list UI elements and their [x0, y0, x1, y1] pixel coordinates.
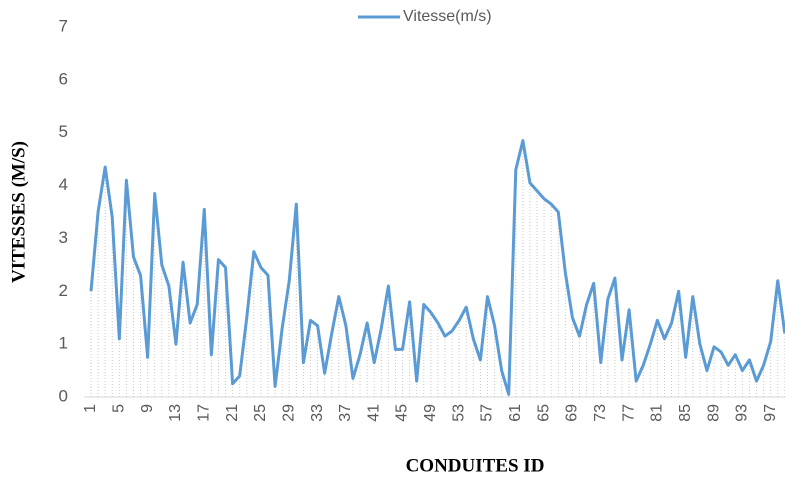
- x-tick-label: 33: [309, 404, 326, 422]
- x-tick-label: 49: [422, 404, 439, 422]
- x-tick-label: 93: [734, 404, 751, 422]
- x-tick-label: 41: [365, 404, 382, 422]
- y-tick-label: 6: [59, 69, 68, 88]
- x-tick-label: 25: [252, 404, 269, 422]
- x-tick-label: 97: [762, 404, 779, 422]
- x-tick-label: 57: [479, 404, 496, 422]
- x-axis-title: CONDUITES ID: [406, 455, 545, 476]
- x-tick-label: 17: [195, 404, 212, 422]
- x-tick-label: 13: [167, 404, 184, 422]
- x-tick-label: 81: [649, 404, 666, 422]
- x-tick-label: 29: [280, 404, 297, 422]
- y-tick-label: 7: [59, 16, 68, 35]
- x-tick-label: 5: [111, 404, 128, 413]
- x-tick-label: 45: [394, 404, 411, 422]
- x-tick-label: 73: [592, 404, 609, 422]
- x-tick-label: 1: [82, 404, 99, 413]
- y-tick-label: 5: [59, 122, 68, 141]
- y-tick-label: 0: [59, 386, 68, 405]
- x-tick-label: 65: [535, 404, 552, 422]
- x-tick-label: 85: [677, 404, 694, 422]
- x-tick-label: 21: [224, 404, 241, 422]
- x-tick-label: 69: [564, 404, 581, 422]
- y-tick-label: 2: [59, 281, 68, 300]
- y-tick-label: 4: [59, 175, 68, 194]
- series-line: [89, 139, 785, 396]
- y-tick-label: 1: [59, 334, 68, 353]
- y-tick-label: 3: [59, 228, 68, 247]
- x-tick-label: 9: [139, 404, 156, 413]
- x-tick-label: 89: [705, 404, 722, 422]
- y-axis-title: VITESSES (M/S): [8, 141, 29, 283]
- x-tick-label: 77: [620, 404, 637, 422]
- legend-label: Vitesse(m/s): [403, 8, 492, 25]
- x-tick-label: 61: [507, 404, 524, 422]
- x-tick-label: 53: [450, 404, 467, 422]
- x-tick-label: 37: [337, 404, 354, 422]
